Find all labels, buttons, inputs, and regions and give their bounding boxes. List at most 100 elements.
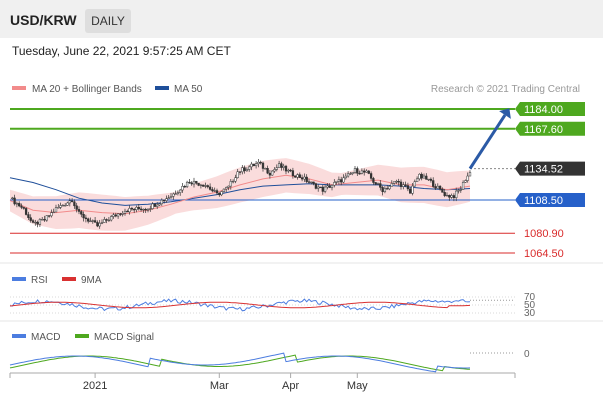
x-axis-tick-label: Apr xyxy=(282,380,299,392)
candle xyxy=(349,172,352,175)
bollinger-band-fill xyxy=(10,158,470,231)
candle xyxy=(307,178,311,184)
candle xyxy=(445,192,449,197)
candle-body xyxy=(452,195,456,198)
candle xyxy=(149,205,152,212)
candle xyxy=(160,198,163,206)
x-axis-ticks: 2021 Mar Apr May xyxy=(9,373,516,392)
pivot-level-tag xyxy=(515,192,585,207)
header-bar: USD/KRW DAILY xyxy=(0,0,603,38)
candle-body xyxy=(305,176,308,182)
candle-body xyxy=(153,203,157,207)
candle xyxy=(342,174,345,184)
candle xyxy=(330,184,334,191)
candle xyxy=(126,209,129,213)
candle-body xyxy=(271,170,274,176)
candle xyxy=(468,170,472,177)
candle-body xyxy=(312,181,315,184)
candle-body xyxy=(328,185,331,188)
candle-body xyxy=(363,170,366,173)
candle xyxy=(144,207,147,213)
candle-body xyxy=(275,167,278,170)
candle-body xyxy=(282,165,285,168)
candle-body xyxy=(296,174,299,178)
rsi-level-label: 70 xyxy=(524,292,536,303)
candle-body xyxy=(356,168,359,174)
candle-body xyxy=(441,188,444,193)
candle-body xyxy=(455,190,458,198)
candle-body xyxy=(70,200,74,203)
candle xyxy=(89,217,92,223)
candle xyxy=(305,174,308,184)
candle xyxy=(415,176,419,182)
candle xyxy=(236,169,239,179)
candle-body xyxy=(172,193,175,197)
candle-body xyxy=(303,176,306,180)
candle xyxy=(280,161,283,171)
candle-body xyxy=(395,181,398,183)
candle-body xyxy=(208,186,212,190)
candle xyxy=(360,168,364,175)
candle-body xyxy=(229,181,232,187)
candle-body xyxy=(319,186,322,189)
rsi-line xyxy=(9,298,471,312)
candle-body xyxy=(197,182,200,186)
candle-body xyxy=(358,173,361,175)
candle xyxy=(250,161,253,171)
candle-body xyxy=(36,221,39,225)
candle-body xyxy=(77,209,81,212)
candle xyxy=(172,192,175,200)
candle xyxy=(96,220,99,228)
candle xyxy=(188,178,191,184)
candle xyxy=(418,173,421,181)
candle-body xyxy=(468,172,472,177)
candle xyxy=(300,174,304,182)
candle-body xyxy=(142,208,145,211)
candle-body xyxy=(183,186,186,188)
candle-body xyxy=(383,188,387,193)
candle-body xyxy=(250,163,253,168)
candle xyxy=(75,202,78,213)
candle xyxy=(52,208,55,214)
candle-body xyxy=(112,214,115,217)
candle-body xyxy=(317,186,320,189)
candle xyxy=(344,173,347,180)
candle-body xyxy=(268,172,272,176)
candle xyxy=(185,180,189,188)
candle xyxy=(409,187,412,194)
candle-body xyxy=(215,190,219,194)
candle xyxy=(376,182,380,185)
candle xyxy=(287,168,290,174)
candle-body xyxy=(199,184,203,187)
candle-body xyxy=(422,175,426,179)
candle-body xyxy=(220,191,223,196)
candle xyxy=(68,198,71,207)
ma20-legend-swatch xyxy=(12,86,26,90)
candle xyxy=(438,185,442,191)
candle-body xyxy=(114,214,117,217)
candle xyxy=(199,183,203,189)
candle xyxy=(130,206,134,211)
candle xyxy=(229,178,232,190)
candle xyxy=(296,173,299,180)
candle-body xyxy=(310,181,313,184)
candle-body xyxy=(342,177,345,183)
candle-body xyxy=(289,169,292,172)
candle xyxy=(289,168,292,173)
candle-body xyxy=(192,180,196,185)
candle xyxy=(18,201,21,208)
candle xyxy=(397,178,400,186)
candle-body xyxy=(135,206,138,210)
candle xyxy=(245,167,249,172)
candle xyxy=(381,185,384,196)
candle-body xyxy=(344,175,347,179)
candle xyxy=(358,170,361,175)
timeframe-tab[interactable]: DAILY xyxy=(85,9,131,33)
candle-body xyxy=(82,214,85,219)
candle xyxy=(66,201,69,206)
candle xyxy=(248,165,251,172)
macd-zero-label: 0 xyxy=(524,349,530,360)
candle-body xyxy=(13,197,16,205)
candle xyxy=(450,193,453,199)
candle-body xyxy=(15,203,19,205)
